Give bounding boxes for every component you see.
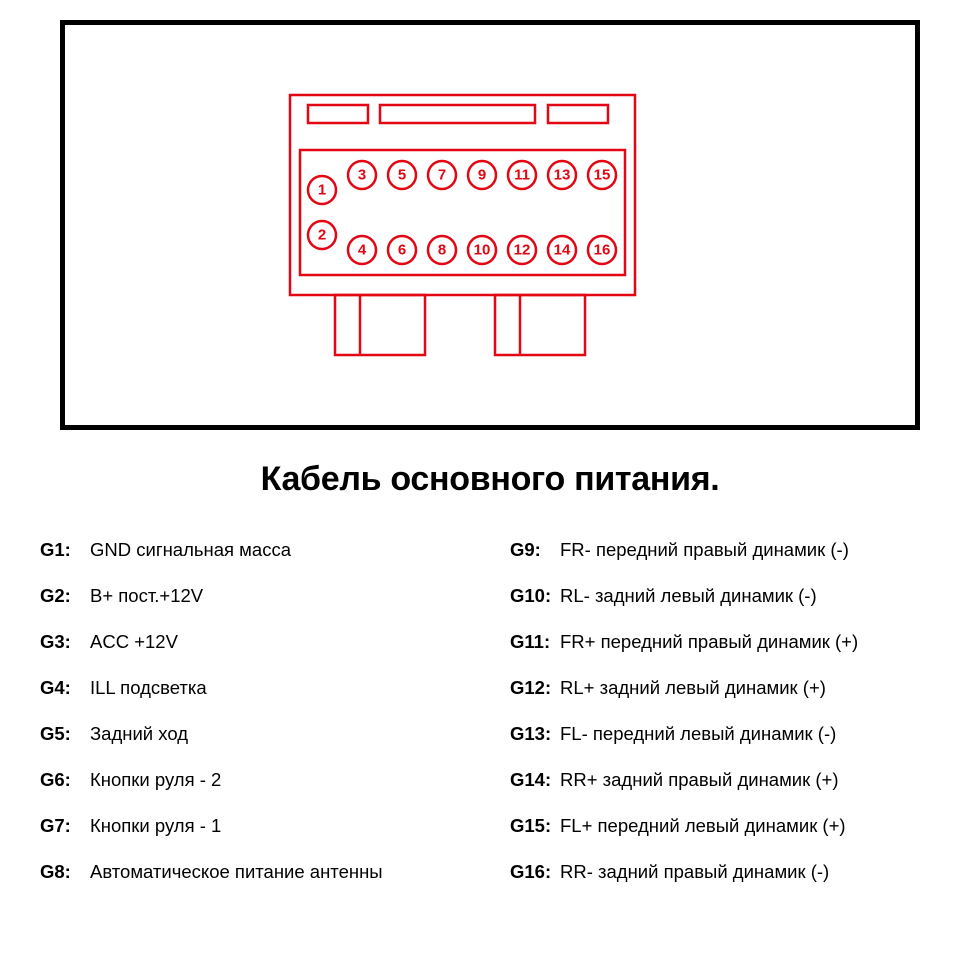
pin-label-16: 16 [594, 242, 611, 259]
pin-desc: FL- передний левый динамик (-) [560, 723, 836, 745]
pin-id: G5: [40, 723, 90, 745]
pin-id: G4: [40, 677, 90, 699]
pin-id: G9: [510, 539, 560, 561]
pin-list-left: G1:GND сигнальная масса G2:B+ пост.+12V G3… [40, 539, 470, 907]
pin-row: G10:RL- задний левый динамик (-) [510, 585, 940, 607]
pin-label-9: 9 [478, 167, 486, 184]
pin-label-3: 3 [358, 167, 366, 184]
page: 12345678910111213141516 Кабель основного… [0, 0, 980, 927]
pin-id: G8: [40, 861, 90, 883]
pin-label-2: 2 [318, 227, 326, 244]
pin-desc: FR- передний правый динамик (-) [560, 539, 849, 561]
pin-row: G1:GND сигнальная масса [40, 539, 470, 561]
page-title: Кабель основного питания. [30, 460, 950, 499]
pin-row: G3:ACC +12V [40, 631, 470, 653]
pin-row: G13:FL- передний левый динамик (-) [510, 723, 940, 745]
pin-label-5: 5 [398, 167, 406, 184]
pin-list: G1:GND сигнальная масса G2:B+ пост.+12V G3… [30, 539, 950, 907]
pin-id: G2: [40, 585, 90, 607]
pin-list-right: G9:FR- передний правый динамик (-)G10:RL… [510, 539, 940, 907]
pin-id: G1: [40, 539, 90, 561]
pin-id: G10: [510, 585, 560, 607]
pin-desc: RR+ задний правый динамик (+) [560, 769, 839, 791]
pin-row: G5:Задний ход [40, 723, 470, 745]
pin-row: G15:FL+ передний левый динамик (+) [510, 815, 940, 837]
pin-desc: Кнопки руля - 2 [90, 769, 221, 791]
pin-label-4: 4 [358, 242, 367, 259]
pin-label-1: 1 [318, 182, 326, 199]
pin-row: G2:B+ пост.+12V [40, 585, 470, 607]
pin-label-11: 11 [514, 167, 530, 184]
pin-label-7: 7 [438, 167, 446, 184]
pin-desc: GND сигнальная масса [90, 539, 291, 561]
pin-desc: Задний ход [90, 723, 188, 745]
pin-label-6: 6 [398, 242, 406, 259]
pin-id: G13: [510, 723, 560, 745]
pin-desc: B+ пост.+12V [90, 585, 203, 607]
pin-row: G14:RR+ задний правый динамик (+) [510, 769, 940, 791]
pin-row: G11:FR+ передний правый динамик (+) [510, 631, 940, 653]
pin-desc: ACC +12V [90, 631, 178, 653]
pin-label-12: 12 [514, 242, 531, 259]
pin-desc: FR+ передний правый динамик (+) [560, 631, 858, 653]
pin-desc: RR- задний правый динамик (-) [560, 861, 829, 883]
pin-id: G15: [510, 815, 560, 837]
pin-row: G9:FR- передний правый динамик (-) [510, 539, 940, 561]
pin-id: G6: [40, 769, 90, 791]
pin-row: G8:Автоматическое питание антенны [40, 861, 470, 883]
pin-label-10: 10 [474, 242, 491, 259]
pin-label-8: 8 [438, 242, 446, 259]
pin-desc: ILL подсветка [90, 677, 207, 699]
pin-id: G7: [40, 815, 90, 837]
pin-row: G12:RL+ задний левый динамик (+) [510, 677, 940, 699]
pin-id: G3: [40, 631, 90, 653]
pin-label-13: 13 [554, 167, 571, 184]
pin-id: G12: [510, 677, 560, 699]
pin-label-14: 14 [554, 242, 571, 259]
pin-desc: RL+ задний левый динамик (+) [560, 677, 826, 699]
pin-row: G4:ILL подсветка [40, 677, 470, 699]
diagram-frame: 12345678910111213141516 [60, 20, 920, 430]
pin-desc: RL- задний левый динамик (-) [560, 585, 817, 607]
connector-diagram: 12345678910111213141516 [280, 75, 700, 375]
pin-id: G16: [510, 861, 560, 883]
pin-label-15: 15 [594, 167, 611, 184]
pin-id: G11: [510, 631, 560, 653]
pin-row: G16:RR- задний правый динамик (-) [510, 861, 940, 883]
pin-desc: Автоматическое питание антенны [90, 861, 383, 883]
pin-row: G6:Кнопки руля - 2 [40, 769, 470, 791]
pin-id: G14: [510, 769, 560, 791]
pin-desc: FL+ передний левый динамик (+) [560, 815, 846, 837]
pin-desc: Кнопки руля - 1 [90, 815, 221, 837]
pin-row: G7:Кнопки руля - 1 [40, 815, 470, 837]
